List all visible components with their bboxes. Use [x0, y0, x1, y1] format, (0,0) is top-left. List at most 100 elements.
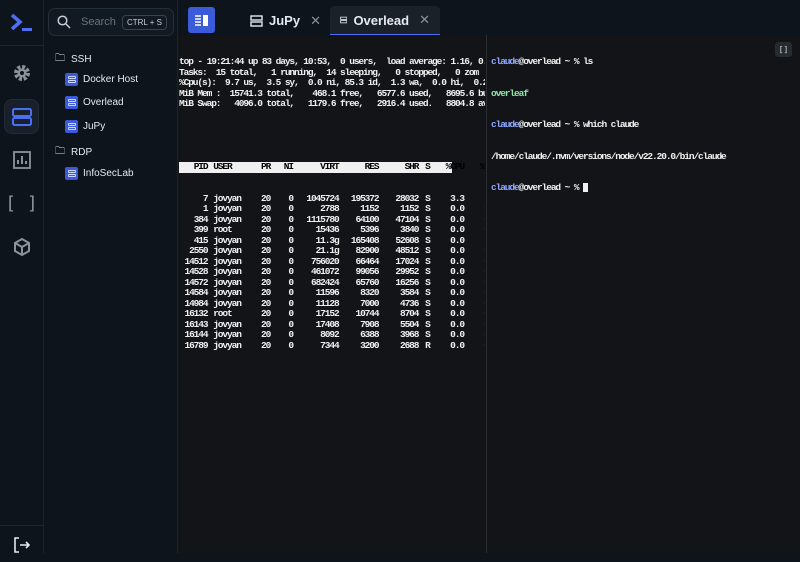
process-cell: 0	[288, 329, 294, 340]
process-cell: 0.0	[450, 297, 465, 309]
process-cell: 0	[288, 266, 294, 277]
process-cell: 415	[193, 234, 209, 246]
process-cell: 0.4	[464, 214, 485, 226]
process-cell: 0.0	[450, 287, 465, 298]
process-cell: 0	[288, 224, 294, 235]
process-cell: 0	[288, 318, 294, 330]
host-overlead[interactable]: Overlead	[65, 96, 124, 109]
hosts-server-icon[interactable]	[4, 99, 39, 134]
process-row: 16144 jovyan 20 0 8092 6388 3968 S 0.00.0	[179, 329, 485, 341]
process-cell: jovyan	[213, 297, 242, 309]
process-cell: 0	[288, 192, 294, 204]
process-cell: 0.0	[450, 203, 465, 214]
tab-overlead[interactable]: Overlead ✕	[330, 6, 440, 35]
terminal-pane-shell[interactable]: claude@overlead ~ % ls overleaf claude@o…	[486, 35, 800, 553]
host-infoseclab[interactable]: InfoSecLab	[65, 167, 134, 180]
host-jupy[interactable]: JuPy	[65, 120, 105, 133]
column-header: RES	[364, 161, 380, 172]
tab-bar: JuPy ✕ Overlead ✕	[178, 0, 800, 35]
chart-icon[interactable]	[4, 142, 39, 177]
process-row: 14572 jovyan 20 0 682424 65760 16256 S 0.00.4	[179, 276, 485, 289]
process-cell: 0.0	[450, 308, 465, 319]
tab-jupy[interactable]: JuPy ✕	[240, 6, 331, 35]
process-cell: 17024	[395, 255, 419, 267]
process-cell: 11128	[315, 297, 340, 309]
process-cell: 3200	[360, 339, 380, 351]
folder-icon: 🗀	[55, 53, 65, 64]
process-cell: 3584	[399, 287, 420, 298]
process-cell: 1045724	[306, 192, 339, 204]
process-cell: S	[425, 297, 431, 309]
column-header: PID	[193, 161, 209, 172]
process-cell: 48512	[395, 245, 419, 256]
process-cell: 0	[288, 203, 294, 214]
process-cell: 6388	[360, 329, 380, 340]
process-cell: 20	[260, 224, 271, 235]
process-row: 384 jovyan 20 0 1115780 64100 47104 S 0.00.4	[179, 213, 485, 226]
process-cell: 0.0	[450, 266, 465, 277]
terminal-pane-top[interactable]: top - 19:21:44 up 83 days, 10:53, 0 user…	[178, 35, 485, 553]
process-cell: 16256	[395, 276, 419, 288]
group-ssh[interactable]: 🗀 SSH	[55, 51, 92, 68]
process-cell: 14984	[184, 297, 208, 309]
process-table-header: PID USER PR NI VIRT RES SHR S %CPU %MEM	[179, 161, 485, 173]
process-cell: S	[425, 224, 431, 235]
column-header: USER	[213, 161, 233, 172]
process-cell: 20	[260, 266, 271, 277]
process-cell: 0.0	[450, 234, 465, 246]
process-cell: 7	[202, 192, 209, 204]
settings-gear-icon[interactable]	[4, 55, 39, 90]
process-cell: 20	[260, 329, 271, 340]
process-cell: 0.0	[464, 329, 485, 341]
process-cell: 8092	[320, 329, 339, 340]
search-input[interactable]: Search CTRL + S	[48, 8, 174, 36]
process-cell: jovyan	[213, 276, 242, 288]
close-tab-icon[interactable]: ✕	[310, 12, 321, 28]
host-docker-host[interactable]: Docker Host	[65, 73, 138, 86]
close-tab-icon[interactable]: ✕	[419, 12, 430, 27]
toggle-sidebar-button[interactable]	[188, 7, 215, 33]
process-cell: jovyan	[213, 203, 242, 214]
process-cell: 8704	[399, 308, 420, 319]
process-cell: 15436	[315, 224, 340, 235]
process-cell: 384	[193, 213, 209, 225]
top-summary-line: MiB Mem : 15741.3 total, 468.1 free, 657…	[179, 87, 485, 99]
output-line: /home/claude/.nvm/versions/node/v22.20.0…	[491, 150, 727, 162]
process-cell: jovyan	[213, 329, 242, 340]
process-cell: 2788	[320, 203, 339, 214]
process-row: 16143 jovyan 20 0 17408 7908 5504 S 0.00.0	[179, 318, 485, 331]
process-cell: 4736	[399, 297, 420, 309]
process-cell: 14528	[184, 266, 208, 277]
column-header: %MEM	[479, 161, 485, 172]
server-icon	[65, 73, 78, 86]
process-cell: 20	[260, 276, 271, 288]
process-cell: 0.0	[464, 340, 485, 352]
app-logo-icon[interactable]	[4, 4, 39, 39]
folder-icon: 🗀	[55, 146, 65, 157]
process-cell: 65760	[355, 276, 379, 288]
process-cell: 0	[288, 245, 294, 256]
group-rdp[interactable]: 🗀 RDP	[55, 144, 92, 161]
process-cell: 756020	[310, 255, 340, 267]
process-cell: S	[425, 329, 431, 340]
split-pane-button[interactable]: []	[775, 42, 792, 57]
column-header: VIRT	[320, 161, 339, 172]
process-row: 1 jovyan 20 0 2788 1152 1152 S 0.00.0	[179, 203, 485, 215]
process-cell: S	[425, 234, 431, 246]
process-row: 16132 root 20 0 17152 10744 8704 S 0.00.1	[179, 308, 485, 320]
package-box-icon[interactable]	[4, 229, 39, 264]
search-placeholder: Search	[81, 16, 116, 28]
logout-icon[interactable]	[4, 527, 39, 562]
server-icon	[340, 16, 348, 24]
process-cell: 7344	[320, 339, 339, 351]
brackets-icon[interactable]: [ ]	[5, 193, 38, 214]
process-cell: 0.0	[450, 213, 465, 225]
process-cell: 0.5	[464, 245, 485, 257]
process-cell: S	[425, 245, 431, 256]
prompt-line: claude@overlead ~ % ls	[491, 56, 593, 67]
process-cell: jovyan	[213, 245, 242, 256]
process-cell: 21.1g	[315, 245, 340, 256]
top-summary-line: Tasks: 15 total, 1 running, 14 sleeping,…	[179, 66, 479, 78]
column-header: PR	[260, 161, 271, 172]
process-cell: 28032	[395, 192, 419, 204]
